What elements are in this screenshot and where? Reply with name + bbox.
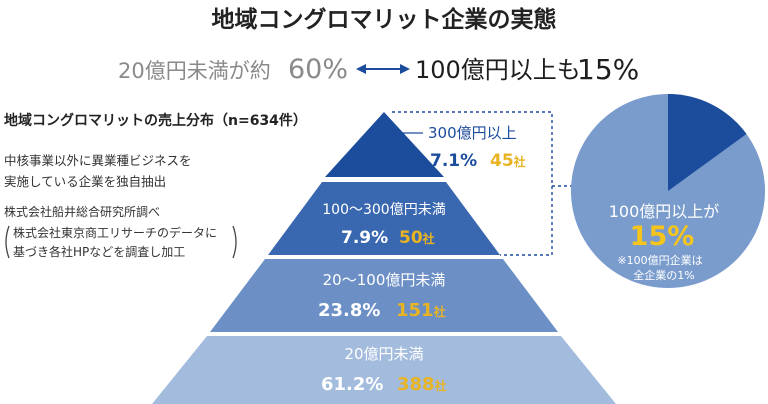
tier1-count: 45社 <box>490 151 526 171</box>
tier4-count-unit: 社 <box>434 378 447 393</box>
tier1-label: 300億円以上 <box>428 124 517 142</box>
headline-left-value: 60% <box>288 54 348 85</box>
tier3-count: 151社 <box>396 300 446 321</box>
source-head: 株式会社船井総合研究所調べ <box>4 204 160 219</box>
pie-slice-100-plus <box>668 94 747 191</box>
pyramid-tier-20-100 <box>210 259 558 332</box>
tier1-count-unit: 社 <box>513 154 526 169</box>
pie-callout-note-2: 全企業の1% <box>633 268 694 282</box>
description-line-2: 実施している企業を独自抽出 <box>4 174 166 189</box>
tier2-label: 100～300億円未満 <box>322 202 445 218</box>
distribution-subtitle: 地域コングロマリットの売上分布（n=634件） <box>4 112 307 129</box>
pyramid-tier-100-300 <box>268 182 500 255</box>
description-line-1: 中核事業以外に異業種ビジネスを <box>4 153 192 168</box>
source-paren-left <box>5 225 10 259</box>
tier1-percent: 7.1% <box>430 151 477 171</box>
tier3-percent: 23.8% <box>318 300 380 321</box>
source-line-2: 基づき各社HPなどを調査し加工 <box>13 244 185 259</box>
source-paren-right <box>232 225 237 259</box>
tier4-label: 20億円未満 <box>344 345 423 363</box>
headline: 20億円未満が約 60% 100億円以上も 15% <box>118 53 639 86</box>
left-notes: 地域コングロマリットの売上分布（n=634件） 中核事業以外に異業種ビジネスを … <box>4 112 307 259</box>
pyramid-tier-300-plus <box>325 112 444 177</box>
headline-right-value: 15% <box>577 53 639 86</box>
tier2-count-unit: 社 <box>422 231 435 246</box>
headline-right-text: 100億円以上も <box>415 56 581 84</box>
source-line-1: 株式会社東京商工リサーチのデータに <box>13 225 217 240</box>
double-arrow-icon <box>356 64 410 74</box>
tier3-label: 20～100億円未満 <box>323 271 446 289</box>
pie-callout-note-1: ※100億円企業は <box>617 253 702 267</box>
tier1-count-value: 45 <box>490 151 514 171</box>
pyramid <box>152 112 616 404</box>
tier2-count: 50社 <box>399 228 435 248</box>
pyramid-tier-under-20 <box>152 336 616 404</box>
callout-bracket <box>392 111 553 256</box>
page-title: 地域コングロマリット企業の実態 <box>212 6 557 33</box>
pie-chart: 100億円以上が 15% ※100億円企業は 全企業の1% <box>571 94 765 288</box>
tier4-count-value: 388 <box>397 374 435 395</box>
tier2-percent: 7.9% <box>341 228 388 248</box>
tier4-count: 388社 <box>397 374 447 395</box>
tier4-percent: 61.2% <box>321 374 383 395</box>
pie-callout-value: 15% <box>630 221 695 252</box>
tier2-count-value: 50 <box>399 228 423 248</box>
headline-left-text: 20億円未満が約 <box>118 59 271 83</box>
tier3-count-unit: 社 <box>433 304 446 319</box>
pie-callout-label: 100億円以上が <box>609 202 720 221</box>
tier3-count-value: 151 <box>396 300 434 321</box>
